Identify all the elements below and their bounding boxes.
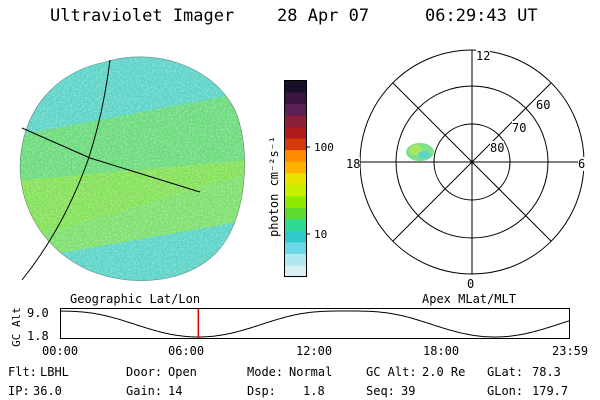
colorbar-tick-100: 100: [314, 141, 334, 154]
latitude-line: [21, 127, 201, 193]
timeline-ytick-min: 1.8: [27, 329, 49, 343]
info-gain-label: Gain:: [126, 384, 163, 398]
info-seq-label: Seq:: [366, 384, 395, 398]
colorbar-swatch: [285, 219, 306, 232]
info-filter-value: LBHL: [40, 365, 69, 379]
timeline-xtick-0600: 06:00: [168, 344, 205, 358]
mlt-label-0: 0: [467, 277, 475, 291]
info-gcalt-label: GC Alt:: [366, 365, 417, 379]
info-door-value: Open: [168, 365, 197, 379]
colorbar-swatch: [285, 138, 306, 151]
intensity-colorbar: [284, 80, 310, 278]
colorbar-swatch: [285, 196, 306, 209]
colorbar-swatch: [285, 150, 306, 163]
instrument-title: Ultraviolet Imager: [50, 6, 235, 26]
colorbar-tick-10: 10: [314, 228, 328, 241]
timeline-xtick-1200: 12:00: [296, 344, 333, 358]
mlat-label-80: 80: [490, 141, 505, 155]
mlat-label-60: 60: [536, 98, 551, 112]
info-glon-value: 179.7: [532, 384, 569, 398]
colorbar-swatch: [285, 242, 306, 255]
mlt-label-6: 6: [578, 157, 586, 171]
timeline-ytick-max: 9.0: [27, 306, 49, 320]
info-ip-label: IP:: [8, 384, 30, 398]
info-dsp-label: Dsp:: [247, 384, 276, 398]
colorbar-swatch: [285, 230, 306, 243]
info-gain-value: 14: [168, 384, 183, 398]
info-mode-value: Normal: [289, 365, 333, 379]
colorbar-swatch: [285, 92, 306, 105]
timeline-xtick-0000: 00:00: [42, 344, 79, 358]
info-filter-label: Flt:: [8, 365, 37, 379]
mlt-label-18: 18: [346, 157, 361, 171]
colorbar-swatch: [285, 115, 306, 128]
info-seq-value: 39: [401, 384, 416, 398]
colorbar-swatch: [285, 173, 306, 186]
timeline-xtick-2359: 23:59: [552, 344, 589, 358]
mlat-label-70: 70: [512, 121, 527, 135]
colorbar-swatch: [285, 104, 306, 117]
info-glon-label: GLon:: [487, 384, 524, 398]
info-ip-value: 36.0: [33, 384, 62, 398]
info-dsp-value: 1.8: [303, 384, 325, 398]
observation-time: 06:29:43 UT: [425, 6, 538, 26]
longitude-line: [21, 59, 111, 281]
info-mode-label: Mode:: [247, 365, 284, 379]
info-gcalt-value: 2.0 Re: [422, 365, 466, 379]
geographic-label: Geographic Lat/Lon: [70, 292, 201, 306]
colorbar-swatch: [285, 184, 306, 197]
colorbar-swatch: [285, 81, 306, 94]
colorbar-swatch: [285, 265, 306, 278]
info-glat-label: GLat:: [487, 365, 524, 379]
colorbar-swatch: [285, 161, 306, 174]
info-glat-value: 78.3: [532, 365, 561, 379]
timeline-xtick-1800: 18:00: [423, 344, 460, 358]
colorbar-swatch: [285, 253, 306, 266]
mlt-label-12: 12: [476, 49, 491, 63]
colorbar-swatch: [285, 127, 306, 140]
colorbar-swatch: [285, 207, 306, 220]
apex-label: Apex MLat/MLT: [422, 292, 516, 306]
info-door-label: Door:: [126, 365, 163, 379]
observation-date: 28 Apr 07: [277, 6, 370, 26]
